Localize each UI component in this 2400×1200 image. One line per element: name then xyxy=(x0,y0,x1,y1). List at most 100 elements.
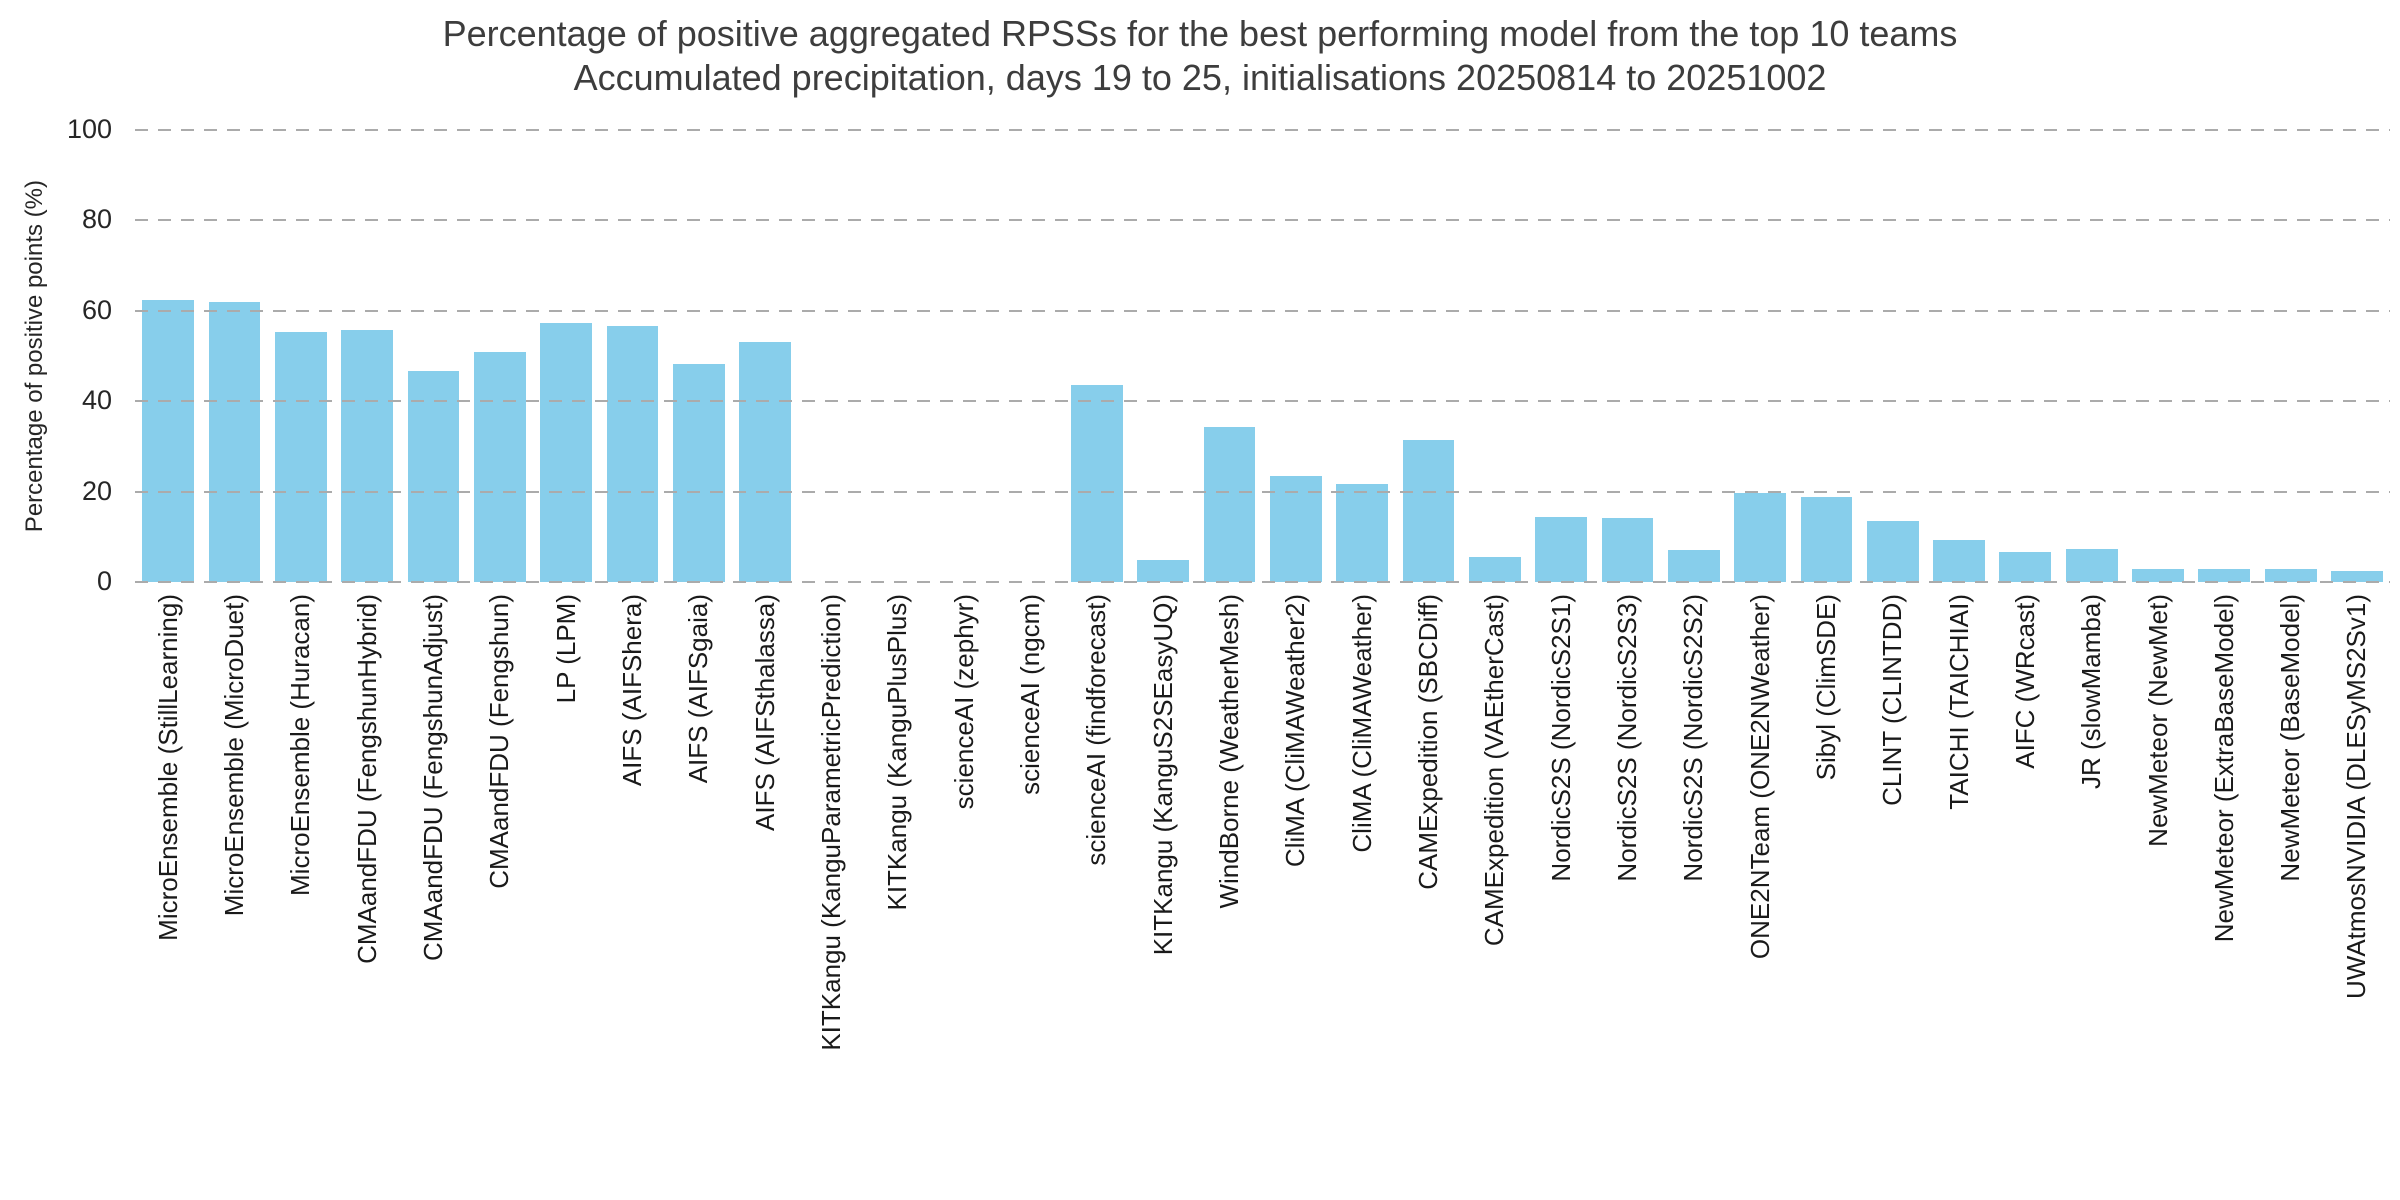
x-label-slot: CAMExpedition (SBCDiff) xyxy=(1395,594,1461,1154)
x-tick-label: CliMA (CliMAWeather2) xyxy=(1280,594,1311,868)
x-tick-label: AIFS (AIFSgaia) xyxy=(683,594,714,784)
x-tick-label: ONE2NTeam (ONE2NWeather) xyxy=(1744,594,1775,960)
bar-MicroEnsemble (Huracan) xyxy=(274,331,327,582)
x-label-slot: KITKangu (KanguParametricPrediction) xyxy=(798,594,864,1154)
x-label-slot: KITKangu (KanguS2SEasyUQ) xyxy=(1130,594,1196,1154)
x-tick-label: NordicS2S (NordicS2S1) xyxy=(1545,594,1576,882)
x-label-slot: KITKangu (KanguPlusPlus) xyxy=(865,594,931,1154)
gridline-y-80 xyxy=(135,219,2390,222)
x-tick-label: TAICHI (TAICHIAI) xyxy=(1943,594,1974,810)
x-label-slot: MicroEnsemble (StillLearning) xyxy=(135,594,201,1154)
bar-slot xyxy=(865,130,931,582)
x-tick-label: scienceAI (findforecast) xyxy=(1081,594,1112,866)
x-label-slot: MicroEnsemble (Huracan) xyxy=(268,594,334,1154)
chart-title-block: Percentage of positive aggregated RPSSs … xyxy=(0,12,2400,100)
bar-slot xyxy=(666,130,732,582)
x-label-slot: MicroEnsemble (MicroDuet) xyxy=(201,594,267,1154)
bar-slot xyxy=(1462,130,1528,582)
x-label-slot: NewMeteor (NewMet) xyxy=(2125,594,2191,1154)
x-tick-label: CLINT (CLINTDD) xyxy=(1877,594,1908,806)
x-tick-label: AIFS (AIFShera) xyxy=(616,594,647,787)
bar-slot xyxy=(1130,130,1196,582)
x-label-slot: UWAtmosNVIDIA (DLESyMS2Sv1) xyxy=(2324,594,2390,1154)
bar-AIFS (AIFSthalassa) xyxy=(739,341,791,582)
gridline-y-40 xyxy=(135,400,2390,403)
bar-TAICHI (TAICHIAI) xyxy=(1933,539,1985,582)
x-tick-label: MicroEnsemble (Huracan) xyxy=(285,594,316,896)
x-label-slot: scienceAI (zephyr) xyxy=(931,594,997,1154)
bar-slot xyxy=(1992,130,2058,582)
bar-slot xyxy=(1528,130,1594,582)
bar-slot xyxy=(1793,130,1859,582)
x-tick-label: CMAandFDU (Fengshun) xyxy=(484,594,515,889)
bar-ONE2NTeam (ONE2NWeather) xyxy=(1734,492,1786,582)
x-label-slot: ONE2NTeam (ONE2NWeather) xyxy=(1727,594,1793,1154)
y-tick-label-0: 0 xyxy=(96,566,112,596)
bar-slot xyxy=(1860,130,1926,582)
bar-slot xyxy=(599,130,665,582)
bar-CLINT (CLINTDD) xyxy=(1866,521,1919,582)
bar-slot xyxy=(732,130,798,582)
x-tick-label: KITKangu (KanguS2SEasyUQ) xyxy=(1147,594,1178,956)
x-label-slot: NordicS2S (NordicS2S3) xyxy=(1594,594,1660,1154)
bar-series xyxy=(135,130,2390,582)
y-axis-title: Percentage of positive points (%) xyxy=(18,130,52,582)
bar-slot xyxy=(2324,130,2390,582)
bar-slot xyxy=(1329,130,1395,582)
bar-slot xyxy=(2125,130,2191,582)
plot-area xyxy=(135,129,2390,583)
bar-CAMExpedition (SBCDiff) xyxy=(1402,440,1455,582)
x-label-slot: AIFS (AIFSgaia) xyxy=(666,594,732,1154)
x-label-slot: AIFS (AIFSthalassa) xyxy=(732,594,798,1154)
x-tick-label: AIFS (AIFSthalassa) xyxy=(749,594,780,831)
bar-slot xyxy=(1395,130,1461,582)
x-tick-label: NewMeteor (NewMet) xyxy=(2142,594,2173,847)
bar-NewMeteor (NewMet) xyxy=(2132,568,2184,582)
x-tick-label: NordicS2S (NordicS2S2) xyxy=(1678,594,1709,882)
y-tick-label-60: 60 xyxy=(81,294,112,325)
gridline-y-60 xyxy=(135,309,2390,312)
x-tick-label: Sibyl (ClimSDE) xyxy=(1810,594,1841,781)
bar-MicroEnsemble (MicroDuet) xyxy=(208,301,261,582)
bar-slot xyxy=(533,130,599,582)
x-label-slot: NewMeteor (ExtraBaseModel) xyxy=(2191,594,2257,1154)
x-label-slot: CMAandFDU (Fengshun) xyxy=(467,594,533,1154)
gridline-y-0 xyxy=(135,581,2390,583)
bar-scienceAI (findforecast) xyxy=(1070,385,1123,582)
bar-slot xyxy=(135,130,201,582)
bar-slot xyxy=(201,130,267,582)
chart-title: Percentage of positive aggregated RPSSs … xyxy=(442,13,1958,54)
x-label-slot: AIFS (AIFShera) xyxy=(599,594,665,1154)
x-label-slot: CliMA (CliMAWeather) xyxy=(1329,594,1395,1154)
bar-slot xyxy=(1196,130,1262,582)
bar-NordicS2S (NordicS2S2) xyxy=(1667,550,1720,582)
x-label-slot: NordicS2S (NordicS2S2) xyxy=(1661,594,1727,1154)
x-label-slot: scienceAI (ngcm) xyxy=(997,594,1063,1154)
x-label-slot: CMAandFDU (FengshunHybrid) xyxy=(334,594,400,1154)
bar-AIFS (AIFShera) xyxy=(606,326,659,582)
x-tick-label: CMAandFDU (FengshunHybrid) xyxy=(351,594,382,964)
bar-slot xyxy=(334,130,400,582)
x-tick-label: AIFC (WRcast) xyxy=(2009,594,2040,769)
x-label-slot: AIFC (WRcast) xyxy=(1992,594,2058,1154)
bar-Sibyl (ClimSDE) xyxy=(1800,496,1853,582)
bar-UWAtmosNVIDIA (DLESyMS2Sv1) xyxy=(2331,571,2383,582)
x-tick-label: MicroEnsemble (MicroDuet) xyxy=(218,594,249,917)
bar-slot xyxy=(400,130,466,582)
bar-slot xyxy=(2059,130,2125,582)
bar-slot xyxy=(1661,130,1727,582)
x-label-slot: CMAandFDU (FengshunAdjust) xyxy=(400,594,466,1154)
x-tick-label: JR (slowMamba) xyxy=(2076,594,2107,790)
bar-AIFS (AIFSgaia) xyxy=(672,364,725,582)
x-tick-label: CliMA (CliMAWeather) xyxy=(1346,594,1377,853)
x-tick-label: KITKangu (KanguPlusPlus) xyxy=(882,594,913,911)
x-tick-label: UWAtmosNVIDIA (DLESyMS2Sv1) xyxy=(2341,594,2372,1000)
x-tick-label: CAMExpedition (SBCDiff) xyxy=(1412,594,1443,890)
bar-slot xyxy=(997,130,1063,582)
y-tick-label-40: 40 xyxy=(81,385,112,416)
x-label-slot: Sibyl (ClimSDE) xyxy=(1793,594,1859,1154)
bar-CMAandFDU (Fengshun) xyxy=(473,352,526,582)
x-tick-label: NordicS2S (NordicS2S3) xyxy=(1611,594,1642,882)
chart-subtitle: Accumulated precipitation, days 19 to 25… xyxy=(573,57,1827,98)
